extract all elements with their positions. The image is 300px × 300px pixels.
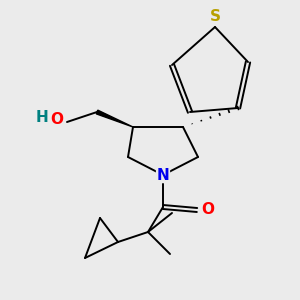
Polygon shape: [96, 110, 133, 127]
Text: O: O: [50, 112, 63, 127]
Text: H: H: [35, 110, 48, 125]
Text: O: O: [201, 202, 214, 217]
Text: S: S: [209, 9, 220, 24]
Text: N: N: [157, 167, 169, 182]
